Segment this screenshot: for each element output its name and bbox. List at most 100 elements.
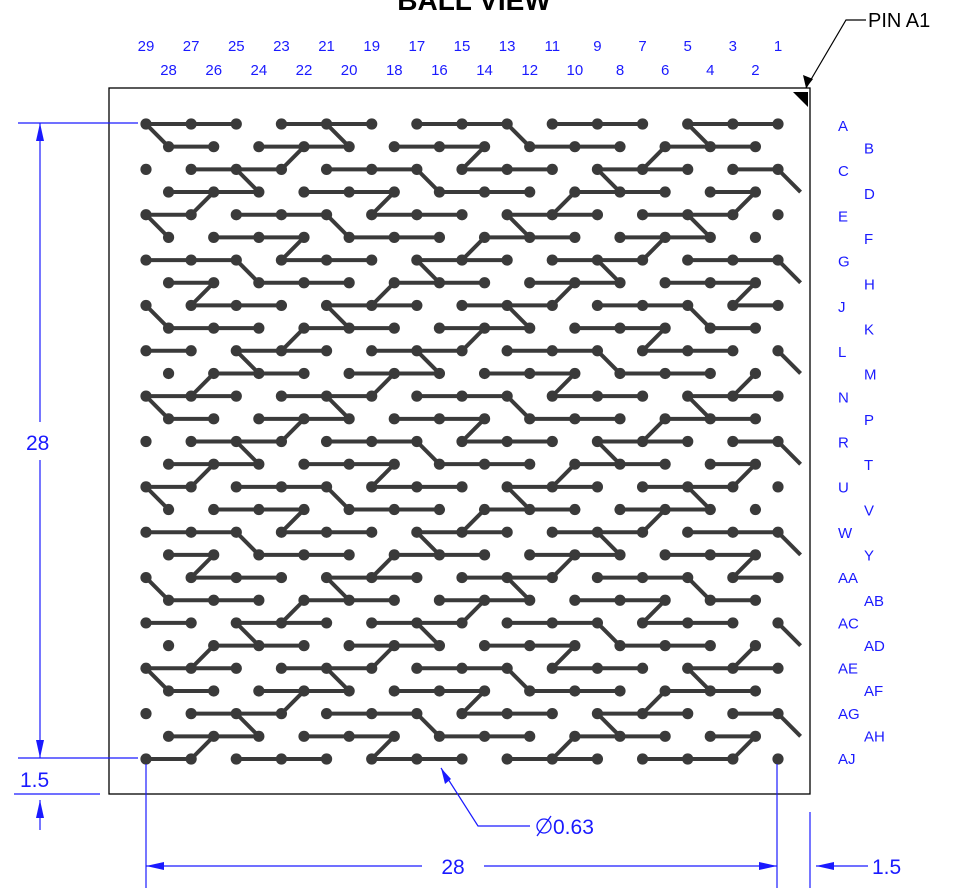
column-label: 27 xyxy=(183,38,200,55)
solder-ball xyxy=(388,458,400,470)
solder-ball xyxy=(411,526,423,538)
solder-ball xyxy=(140,526,152,538)
solder-ball xyxy=(343,503,355,516)
solder-ball xyxy=(275,118,288,130)
solder-ball xyxy=(749,594,762,606)
solder-ball xyxy=(230,753,242,765)
solder-ball xyxy=(208,322,220,334)
solder-ball xyxy=(501,209,513,221)
solder-ball xyxy=(411,617,423,629)
row-label: P xyxy=(864,412,874,429)
solder-ball xyxy=(614,231,626,243)
solder-ball xyxy=(501,390,513,402)
solder-ball xyxy=(591,708,604,720)
solder-ball xyxy=(591,662,604,674)
solder-ball xyxy=(569,367,581,380)
solder-ball xyxy=(366,163,378,175)
row-label: AJ xyxy=(838,751,856,768)
row-label: M xyxy=(864,367,877,384)
solder-ball xyxy=(366,118,378,130)
solder-ball xyxy=(727,163,739,175)
solder-ball xyxy=(275,481,288,493)
solder-ball xyxy=(275,163,288,175)
solder-ball xyxy=(275,571,288,584)
solder-ball xyxy=(727,662,739,674)
solder-ball xyxy=(208,640,220,652)
row-label: H xyxy=(864,276,875,293)
solder-ball xyxy=(524,186,536,198)
solder-ball xyxy=(524,141,536,153)
solder-ball xyxy=(411,345,423,357)
solder-ball xyxy=(433,685,446,697)
solder-ball xyxy=(524,231,536,243)
solder-ball xyxy=(614,503,626,516)
solder-ball xyxy=(140,345,152,357)
solder-ball xyxy=(704,685,716,697)
solder-ball xyxy=(230,299,242,312)
column-label: 17 xyxy=(409,38,426,55)
solder-ball xyxy=(433,730,446,742)
solder-ball xyxy=(591,345,604,357)
solder-ball xyxy=(230,662,242,674)
solder-ball xyxy=(501,345,513,357)
solder-ball xyxy=(298,503,310,516)
solder-ball xyxy=(704,549,716,561)
solder-ball xyxy=(140,481,152,493)
pin-a1-callout: PIN A1 xyxy=(803,10,930,89)
solder-ball xyxy=(682,617,694,629)
solder-ball xyxy=(185,390,197,402)
column-label: 26 xyxy=(205,62,222,79)
column-label: 13 xyxy=(499,38,516,55)
solder-ball xyxy=(253,141,265,153)
row-label: U xyxy=(838,480,849,497)
solder-ball xyxy=(208,594,220,606)
solder-ball xyxy=(253,413,265,425)
solder-ball xyxy=(524,685,536,697)
solder-ball xyxy=(682,571,694,584)
solder-ball xyxy=(298,549,310,561)
solder-ball xyxy=(591,435,604,448)
solder-ball xyxy=(727,390,739,402)
column-label: 19 xyxy=(363,38,380,55)
drawing-title: BALL VIEW xyxy=(397,0,551,16)
solder-ball xyxy=(478,413,491,425)
solder-ball xyxy=(320,526,333,538)
solder-ball xyxy=(343,549,355,561)
row-label: AG xyxy=(838,706,860,723)
solder-ball xyxy=(704,413,716,425)
solder-ball xyxy=(275,617,288,629)
solder-ball xyxy=(230,571,242,584)
row-label: AH xyxy=(864,728,885,745)
solder-ball xyxy=(208,458,220,470)
solder-ball xyxy=(682,708,694,720)
solder-ball xyxy=(388,277,400,289)
solder-ball xyxy=(569,186,581,198)
solder-ball xyxy=(524,458,536,470)
solder-ball xyxy=(253,322,265,334)
solder-ball xyxy=(208,730,220,742)
solder-ball xyxy=(456,571,468,584)
solder-ball xyxy=(388,594,400,606)
solder-ball xyxy=(162,231,175,243)
solder-ball xyxy=(140,118,152,130)
solder-ball xyxy=(727,299,739,312)
solder-ball xyxy=(320,209,333,221)
solder-ball xyxy=(320,118,333,130)
column-label: 9 xyxy=(593,38,601,55)
solder-ball xyxy=(343,367,355,380)
column-label: 21 xyxy=(318,38,335,55)
column-label: 4 xyxy=(706,62,714,79)
ball-diameter-label: 0.63 xyxy=(553,816,594,839)
solder-ball xyxy=(433,594,446,606)
width-dimension-label: 28 xyxy=(441,856,464,879)
solder-ball xyxy=(230,345,242,357)
solder-ball xyxy=(772,163,784,175)
solder-ball xyxy=(298,458,310,470)
solder-ball xyxy=(208,367,220,380)
solder-ball xyxy=(727,571,739,584)
solder-ball xyxy=(727,753,739,765)
solder-ball xyxy=(411,118,423,130)
solder-ball xyxy=(501,435,513,448)
